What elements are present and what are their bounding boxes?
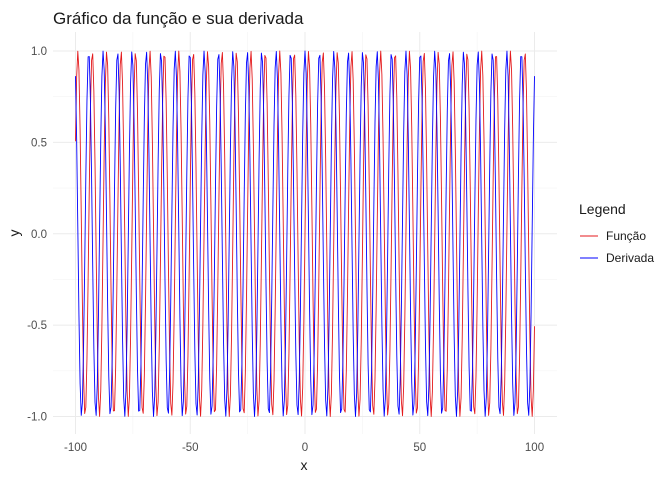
x-tick-label: -50 <box>182 442 199 454</box>
y-tick-label: -1.0 <box>27 412 47 424</box>
legend-title: Legend <box>579 201 626 217</box>
y-tick-label: 0.0 <box>31 229 47 241</box>
legend-label-1: Função <box>606 229 646 243</box>
y-axis-ticks: -1.0 -0.5 0.0 0.5 1.0 <box>27 46 47 424</box>
y-tick-label: -0.5 <box>27 320 47 332</box>
y-axis-label: y <box>6 230 22 237</box>
legend-label-2: Derivada <box>606 251 654 265</box>
y-tick-label: 1.0 <box>31 46 47 58</box>
legend: Legend Função Derivada <box>579 201 654 265</box>
x-axis-ticks: -100 -50 0 50 100 <box>64 442 544 454</box>
y-tick-label: 0.5 <box>31 137 47 149</box>
chart-title: Gráfico da função e sua derivada <box>53 9 304 28</box>
x-axis-label: x <box>301 457 308 473</box>
x-tick-label: -100 <box>64 442 87 454</box>
x-tick-label: 100 <box>525 442 544 454</box>
x-tick-label: 50 <box>413 442 426 454</box>
series-line-2 <box>75 50 535 417</box>
series-group <box>75 50 535 417</box>
x-tick-label: 0 <box>302 442 308 454</box>
